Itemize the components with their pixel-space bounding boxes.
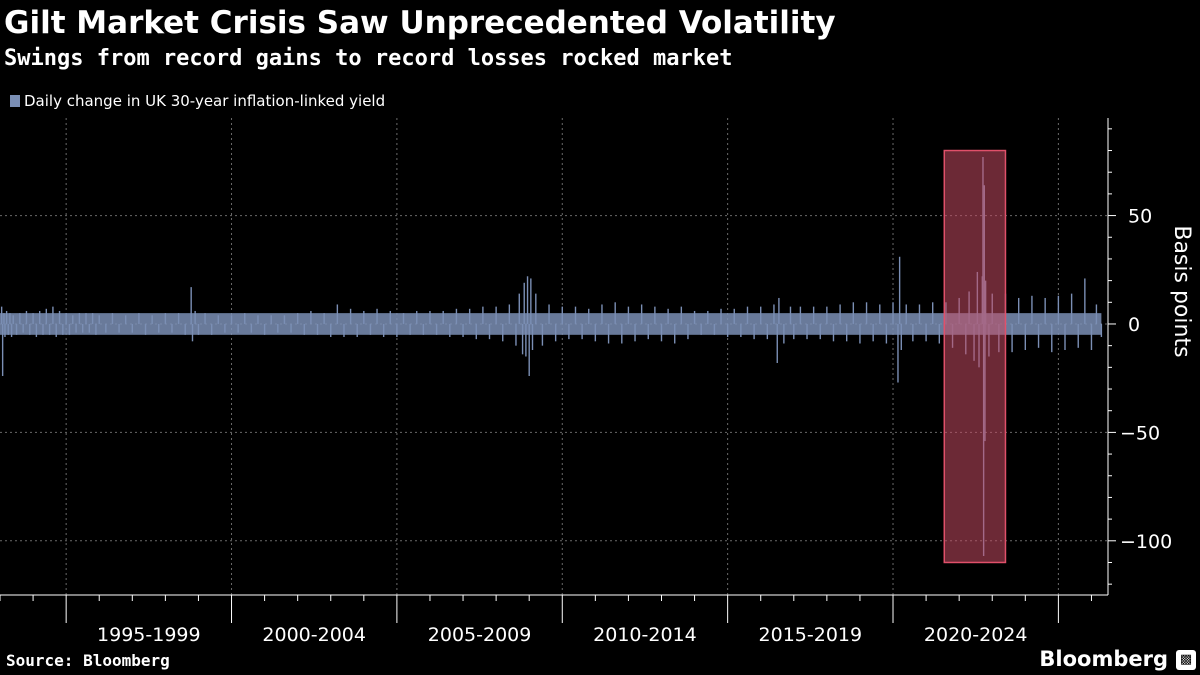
crisis-highlight-box [943,149,1007,564]
chart-title: Gilt Market Crisis Saw Unprecedented Vol… [4,5,836,41]
bar-chart-icon: ▩ [1176,650,1196,670]
data-band [0,313,1102,335]
source-note: Source: Bloomberg [6,651,170,670]
y-tick-label: −50 [1120,422,1160,444]
chart-legend: Daily change in UK 30-year inflation-lin… [10,90,385,112]
y-tick-label: 50 [1128,206,1152,228]
brand-logo: Bloomberg [1039,647,1168,671]
legend-label: Daily change in UK 30-year inflation-lin… [24,92,386,110]
x-tick-label: 2015-2019 [759,624,863,646]
chart-subtitle: Swings from record gains to record losse… [4,46,733,71]
legend-swatch [10,95,20,107]
axes: 50 0 −50 −100 Basis points 1995-1999 2000-2004… [0,118,1194,646]
x-tick-label: 2020-2024 [924,624,1028,646]
x-tick-label: 2005-2009 [428,624,532,646]
highlight-group [943,149,1007,564]
y-tick-label: −100 [1120,531,1172,553]
x-tick-label: 1995-1999 [97,624,201,646]
x-tick-label: 2000-2004 [262,624,366,646]
x-tick-label: 2010-2014 [593,624,697,646]
y-tick-label: 0 [1128,314,1140,336]
grid-lines [0,118,1108,595]
data-bars [0,157,1103,556]
y-axis-title: Basis points [1169,225,1194,357]
